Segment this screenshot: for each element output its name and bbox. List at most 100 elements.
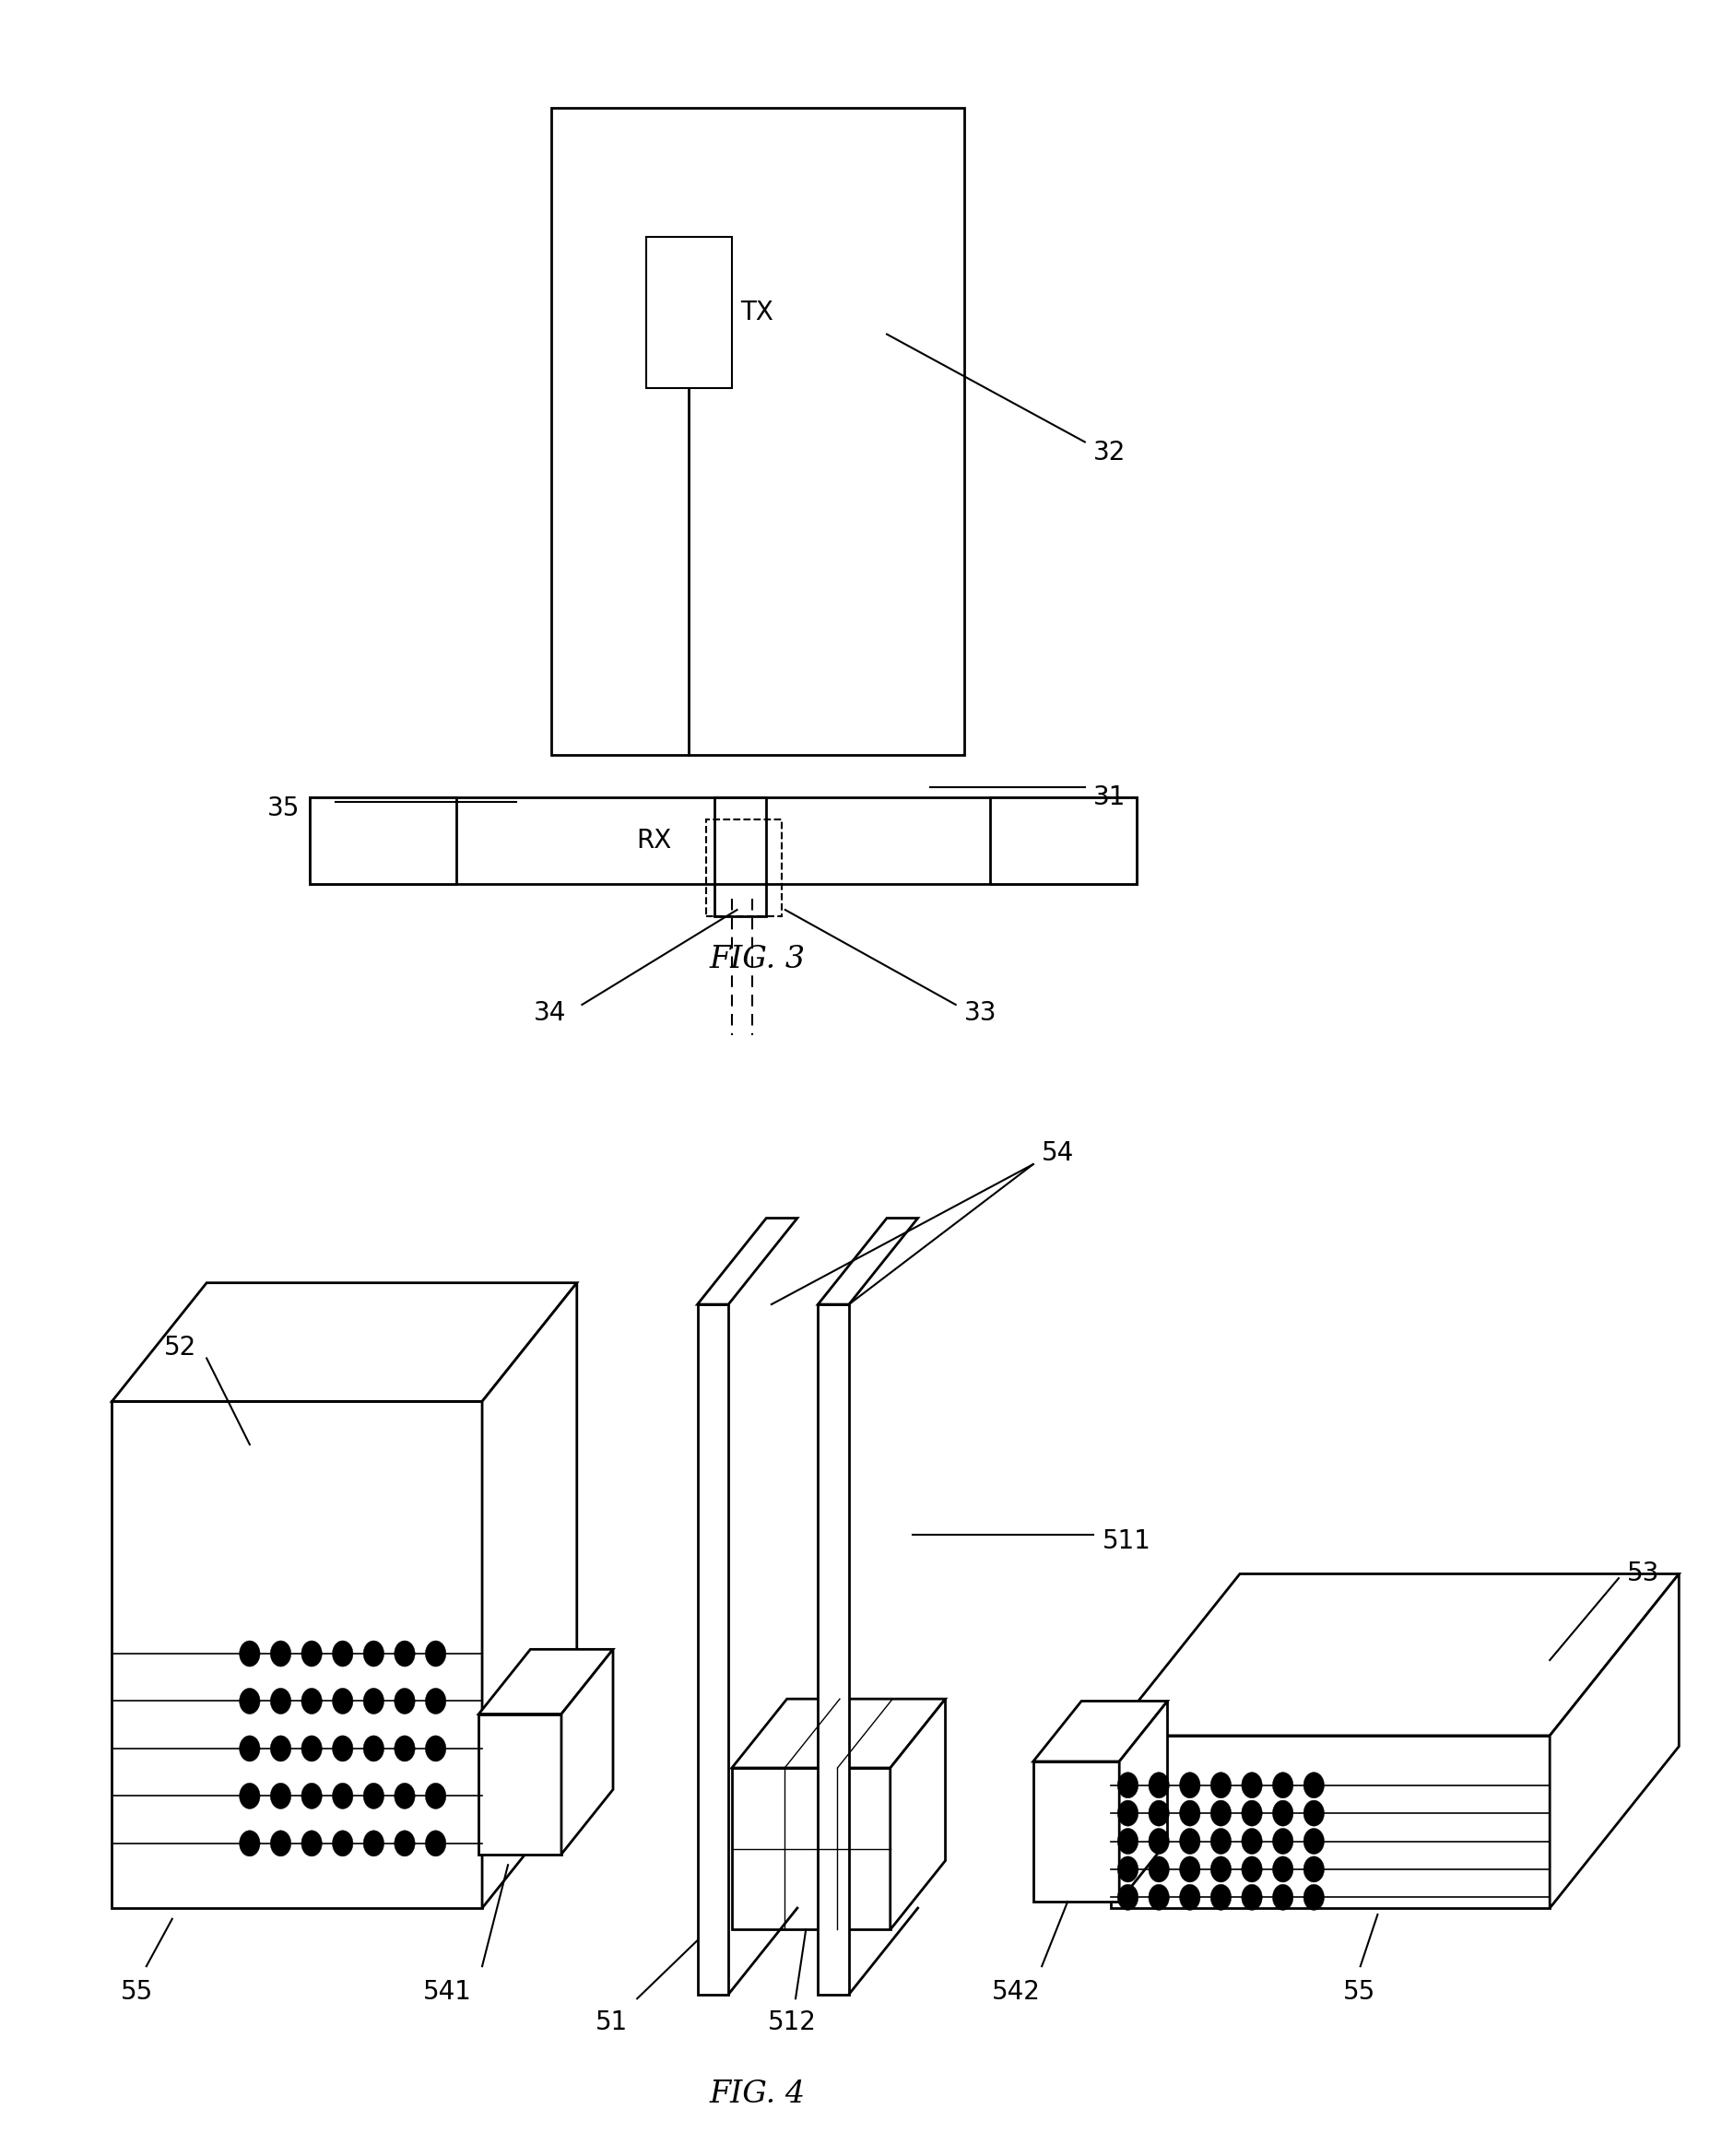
Circle shape xyxy=(1180,1856,1200,1882)
Circle shape xyxy=(1273,1800,1293,1826)
Polygon shape xyxy=(1111,1736,1550,1908)
Circle shape xyxy=(301,1783,322,1809)
Circle shape xyxy=(1211,1828,1231,1854)
Circle shape xyxy=(1149,1856,1169,1882)
Bar xyxy=(990,798,1137,884)
Circle shape xyxy=(1118,1828,1138,1854)
Circle shape xyxy=(1149,1772,1169,1798)
Text: RX: RX xyxy=(637,828,672,854)
Polygon shape xyxy=(112,1401,482,1908)
Circle shape xyxy=(394,1688,415,1714)
Circle shape xyxy=(1242,1800,1262,1826)
Circle shape xyxy=(1180,1884,1200,1910)
Polygon shape xyxy=(732,1768,890,1930)
Circle shape xyxy=(332,1736,353,1761)
Polygon shape xyxy=(561,1649,613,1854)
Circle shape xyxy=(1211,1800,1231,1826)
Polygon shape xyxy=(890,1699,945,1930)
Text: 53: 53 xyxy=(1627,1561,1660,1587)
Circle shape xyxy=(1304,1856,1324,1882)
Circle shape xyxy=(270,1641,291,1667)
Circle shape xyxy=(1242,1828,1262,1854)
Text: 541: 541 xyxy=(424,1979,472,2005)
Circle shape xyxy=(332,1830,353,1856)
Circle shape xyxy=(239,1736,260,1761)
Polygon shape xyxy=(1111,1574,1679,1736)
Circle shape xyxy=(1304,1772,1324,1798)
Bar xyxy=(715,798,766,916)
Circle shape xyxy=(363,1830,384,1856)
Circle shape xyxy=(394,1830,415,1856)
Circle shape xyxy=(1180,1772,1200,1798)
Circle shape xyxy=(332,1783,353,1809)
Text: 512: 512 xyxy=(768,2009,816,2035)
Circle shape xyxy=(239,1641,260,1667)
Bar xyxy=(310,798,456,884)
Circle shape xyxy=(425,1830,446,1856)
Text: 51: 51 xyxy=(596,2009,627,2035)
Text: 33: 33 xyxy=(964,1000,997,1026)
Circle shape xyxy=(301,1641,322,1667)
Circle shape xyxy=(1273,1856,1293,1882)
Circle shape xyxy=(425,1736,446,1761)
Text: 55: 55 xyxy=(1343,1979,1376,2005)
Polygon shape xyxy=(697,1218,797,1304)
Circle shape xyxy=(1211,1772,1231,1798)
Text: FIG. 3: FIG. 3 xyxy=(709,944,806,975)
Polygon shape xyxy=(697,1304,728,1994)
Circle shape xyxy=(1242,1856,1262,1882)
Circle shape xyxy=(301,1736,322,1761)
Text: 511: 511 xyxy=(1102,1529,1150,1554)
Circle shape xyxy=(1118,1800,1138,1826)
Circle shape xyxy=(239,1830,260,1856)
Text: 55: 55 xyxy=(121,1979,153,2005)
Polygon shape xyxy=(1550,1574,1679,1908)
Text: FIG. 4: FIG. 4 xyxy=(709,2078,806,2109)
Circle shape xyxy=(239,1783,260,1809)
Circle shape xyxy=(1242,1884,1262,1910)
Bar xyxy=(551,108,964,755)
Polygon shape xyxy=(818,1304,849,1994)
Circle shape xyxy=(1273,1884,1293,1910)
Text: TX: TX xyxy=(740,300,773,326)
Text: 52: 52 xyxy=(164,1335,196,1360)
Circle shape xyxy=(270,1688,291,1714)
Text: 32: 32 xyxy=(1093,440,1126,466)
Circle shape xyxy=(394,1783,415,1809)
Circle shape xyxy=(1242,1772,1262,1798)
Circle shape xyxy=(1304,1884,1324,1910)
Circle shape xyxy=(1118,1772,1138,1798)
Circle shape xyxy=(1118,1856,1138,1882)
Circle shape xyxy=(1149,1828,1169,1854)
Circle shape xyxy=(363,1736,384,1761)
Polygon shape xyxy=(479,1649,613,1714)
Bar xyxy=(646,237,732,388)
Circle shape xyxy=(1273,1772,1293,1798)
Circle shape xyxy=(1273,1828,1293,1854)
Polygon shape xyxy=(732,1699,945,1768)
Polygon shape xyxy=(1033,1701,1168,1761)
Circle shape xyxy=(1149,1884,1169,1910)
Bar xyxy=(706,819,782,916)
Text: 542: 542 xyxy=(992,1979,1040,2005)
Circle shape xyxy=(332,1688,353,1714)
Circle shape xyxy=(239,1688,260,1714)
Circle shape xyxy=(301,1688,322,1714)
Circle shape xyxy=(270,1783,291,1809)
Text: 34: 34 xyxy=(534,1000,567,1026)
Circle shape xyxy=(363,1783,384,1809)
Bar xyxy=(310,798,1137,884)
Polygon shape xyxy=(479,1714,561,1854)
Circle shape xyxy=(1211,1884,1231,1910)
Circle shape xyxy=(1180,1800,1200,1826)
Circle shape xyxy=(1180,1828,1200,1854)
Text: 35: 35 xyxy=(267,796,300,821)
Polygon shape xyxy=(112,1283,577,1401)
Circle shape xyxy=(363,1688,384,1714)
Circle shape xyxy=(270,1830,291,1856)
Text: 54: 54 xyxy=(1042,1141,1075,1166)
Circle shape xyxy=(394,1641,415,1667)
Circle shape xyxy=(1118,1884,1138,1910)
Text: 31: 31 xyxy=(1093,785,1126,811)
Circle shape xyxy=(1149,1800,1169,1826)
